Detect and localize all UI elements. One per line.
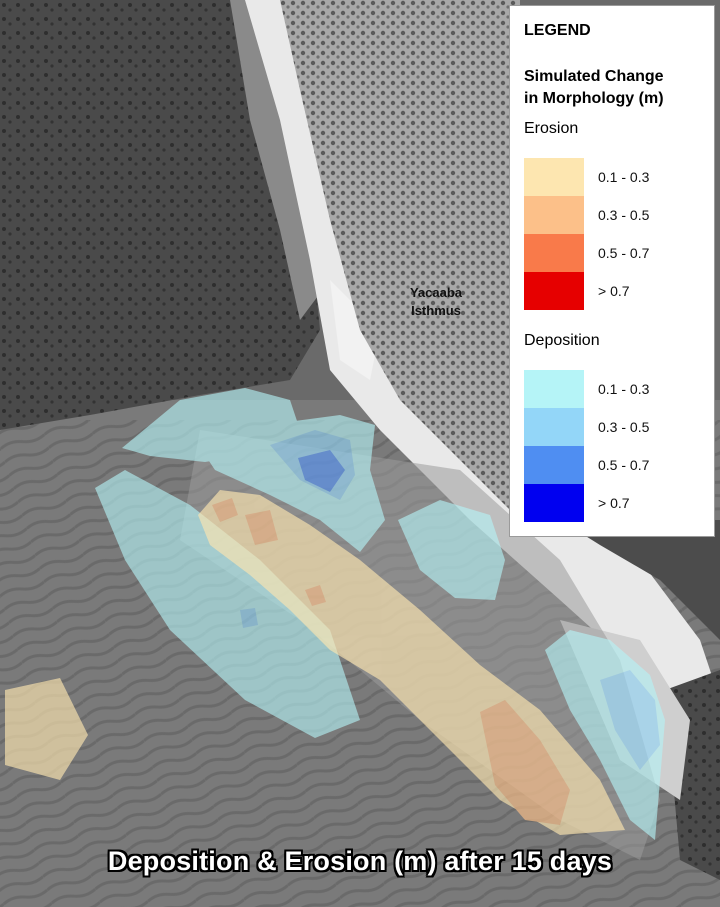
legend-swatch xyxy=(524,370,584,408)
legend-panel: LEGEND Simulated Change in Morphology (m… xyxy=(509,5,715,537)
legend-swatch xyxy=(524,446,584,484)
legend-item-label: 0.5 - 0.7 xyxy=(598,245,650,261)
legend-item-label: 0.1 - 0.3 xyxy=(598,169,650,185)
place-label-line1: Yacaaba xyxy=(409,285,463,300)
legend-title: LEGEND xyxy=(524,22,591,39)
legend-item-label: > 0.7 xyxy=(598,495,630,511)
legend-swatch xyxy=(524,484,584,522)
legend-swatch xyxy=(524,272,584,310)
legend-swatch xyxy=(524,196,584,234)
legend-item-deposition-2: 0.3 - 0.5 xyxy=(524,408,704,446)
legend-item-label: 0.3 - 0.5 xyxy=(598,207,650,223)
place-label-yacaaba-isthmus: Yacaaba Isthmus xyxy=(386,284,486,320)
legend-subtitle-line2: in Morphology (m) xyxy=(524,90,664,107)
legend-deposition-heading: Deposition xyxy=(524,332,600,349)
legend-item-label: 0.3 - 0.5 xyxy=(598,419,650,435)
legend-item-label: 0.5 - 0.7 xyxy=(598,457,650,473)
place-label-line2: Isthmus xyxy=(411,303,461,318)
legend-item-erosion-3: 0.5 - 0.7 xyxy=(524,234,704,272)
legend-item-erosion-2: 0.3 - 0.5 xyxy=(524,196,704,234)
legend-item-label: > 0.7 xyxy=(598,283,630,299)
legend-subtitle-line1: Simulated Change xyxy=(524,68,664,85)
legend-item-deposition-3: 0.5 - 0.7 xyxy=(524,446,704,484)
legend-item-erosion-4: > 0.7 xyxy=(524,272,704,310)
legend-item-erosion-1: 0.1 - 0.3 xyxy=(524,158,704,196)
legend-item-label: 0.1 - 0.3 xyxy=(598,381,650,397)
legend-erosion-heading: Erosion xyxy=(524,120,579,137)
map-caption: Deposition & Erosion (m) after 15 days xyxy=(107,846,613,876)
legend-swatch xyxy=(524,408,584,446)
legend-swatch xyxy=(524,234,584,272)
legend-subtitle: Simulated Change in Morphology (m) xyxy=(524,66,714,110)
legend-item-deposition-1: 0.1 - 0.3 xyxy=(524,370,704,408)
legend-item-deposition-4: > 0.7 xyxy=(524,484,704,522)
legend-swatch xyxy=(524,158,584,196)
